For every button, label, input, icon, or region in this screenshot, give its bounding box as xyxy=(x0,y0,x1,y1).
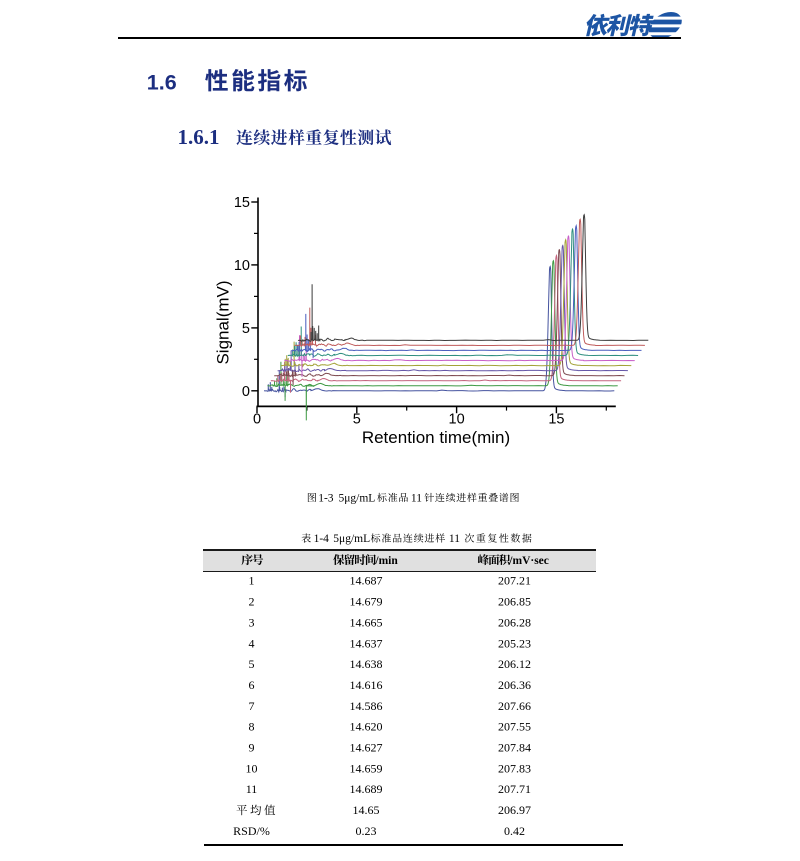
svg-text:14.627: 14.627 xyxy=(350,741,383,755)
svg-text:14.638: 14.638 xyxy=(350,657,383,671)
svg-text:11: 11 xyxy=(411,492,422,504)
svg-text:14.665: 14.665 xyxy=(350,615,383,629)
svg-text:7: 7 xyxy=(249,699,255,713)
svg-text:14.616: 14.616 xyxy=(350,678,383,692)
svg-text:206.28: 206.28 xyxy=(498,615,531,629)
svg-text:1.6.1: 1.6.1 xyxy=(178,125,220,149)
svg-text:Signal(mV): Signal(mV) xyxy=(214,280,233,364)
svg-text:5: 5 xyxy=(242,321,250,337)
svg-text:10: 10 xyxy=(234,258,250,274)
svg-text:11: 11 xyxy=(449,533,460,545)
svg-text:14.689: 14.689 xyxy=(350,782,383,796)
svg-text:/mV·sec: /mV·sec xyxy=(508,555,549,567)
svg-text:207.83: 207.83 xyxy=(498,761,531,775)
svg-text:206.36: 206.36 xyxy=(498,678,531,692)
svg-text:206.85: 206.85 xyxy=(498,595,531,609)
svg-text:5: 5 xyxy=(353,412,361,428)
svg-text:15: 15 xyxy=(234,195,250,211)
svg-text:207.66: 207.66 xyxy=(498,699,531,713)
svg-text:206.12: 206.12 xyxy=(498,657,531,671)
svg-text:206.97: 206.97 xyxy=(498,803,531,817)
svg-text:207.84: 207.84 xyxy=(498,741,531,755)
svg-text:5: 5 xyxy=(249,657,255,671)
svg-text:/min: /min xyxy=(374,555,398,567)
svg-text:14.679: 14.679 xyxy=(350,595,383,609)
svg-text:4: 4 xyxy=(249,636,255,650)
svg-text:207.21: 207.21 xyxy=(498,574,531,588)
svg-text:1.6: 1.6 xyxy=(147,71,177,95)
svg-text:14.620: 14.620 xyxy=(350,720,383,734)
svg-text:9: 9 xyxy=(249,741,255,755)
svg-text:14.586: 14.586 xyxy=(350,699,383,713)
svg-text:1-3: 1-3 xyxy=(318,492,334,504)
svg-text:RSD/%: RSD/% xyxy=(233,824,270,838)
svg-text:205.23: 205.23 xyxy=(498,636,531,650)
svg-text:207.55: 207.55 xyxy=(498,720,531,734)
svg-text:14.637: 14.637 xyxy=(350,636,383,650)
svg-text:15: 15 xyxy=(548,412,564,428)
svg-text:0.23: 0.23 xyxy=(356,824,377,838)
svg-text:5μg/mL: 5μg/mL xyxy=(333,533,370,545)
svg-text:0: 0 xyxy=(253,412,261,428)
svg-text:14.687: 14.687 xyxy=(350,574,383,588)
svg-text:2: 2 xyxy=(249,595,255,609)
svg-text:11: 11 xyxy=(246,782,258,796)
svg-text:207.71: 207.71 xyxy=(498,782,531,796)
svg-text:10: 10 xyxy=(246,761,258,775)
svg-text:8: 8 xyxy=(249,720,255,734)
svg-text:10: 10 xyxy=(449,412,465,428)
svg-text:1: 1 xyxy=(249,574,255,588)
svg-text:5μg/mL: 5μg/mL xyxy=(339,492,376,504)
svg-text:0.42: 0.42 xyxy=(504,824,525,838)
svg-text:Retention time(min): Retention time(min) xyxy=(362,428,510,447)
svg-text:14.65: 14.65 xyxy=(353,803,380,817)
svg-text:3: 3 xyxy=(249,615,255,629)
svg-text:1-4: 1-4 xyxy=(314,533,330,545)
svg-text:0: 0 xyxy=(242,384,250,400)
svg-text:14.659: 14.659 xyxy=(350,761,383,775)
svg-text:6: 6 xyxy=(249,678,255,692)
